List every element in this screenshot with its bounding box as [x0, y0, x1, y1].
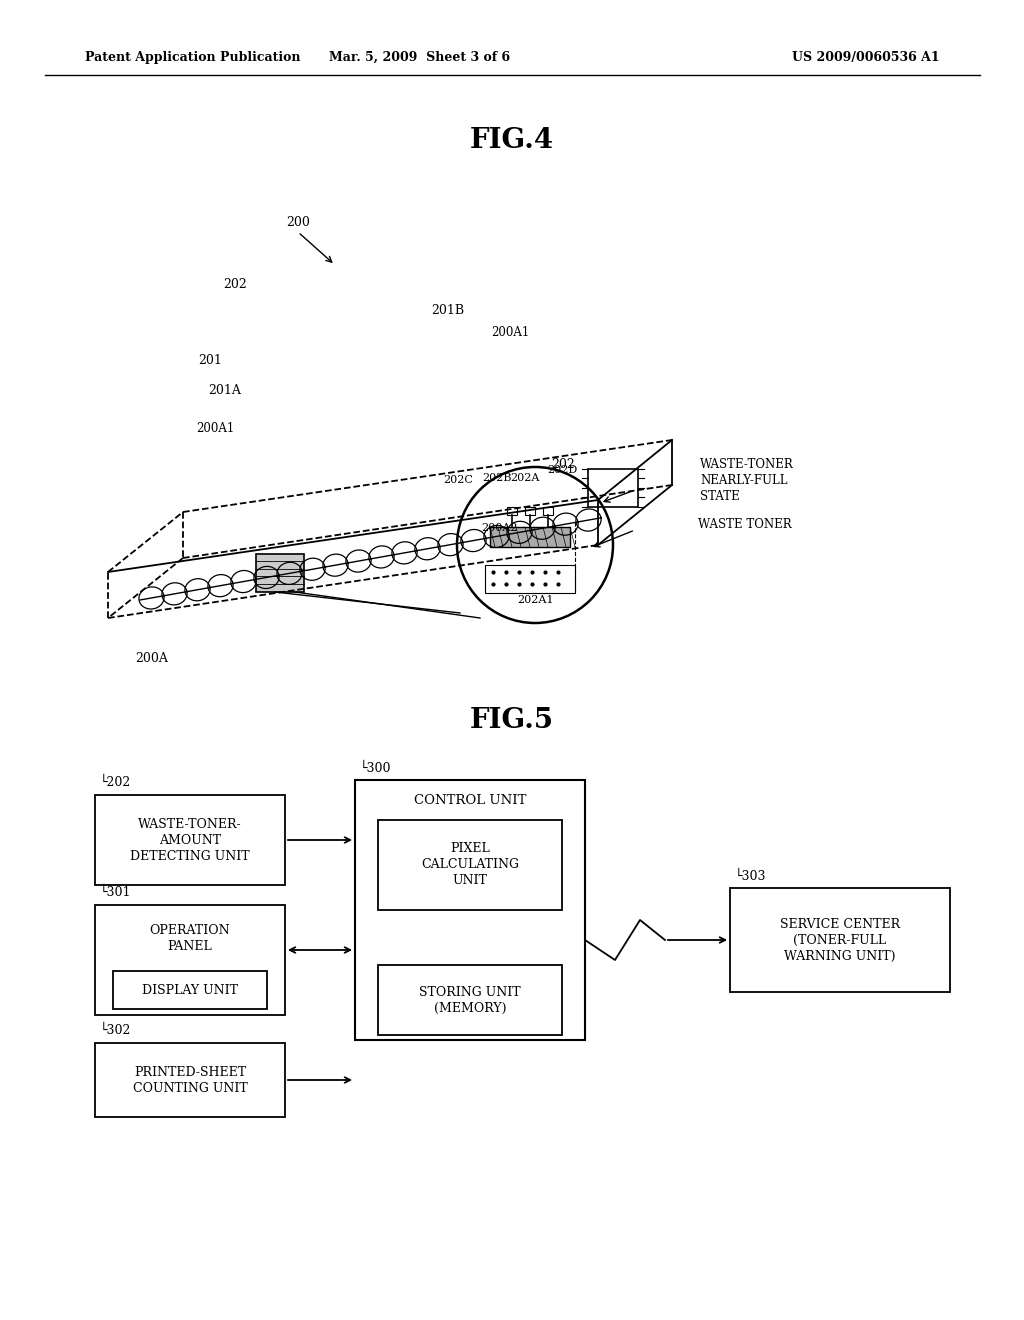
Text: 202B: 202B — [482, 473, 512, 483]
Text: FIG.4: FIG.4 — [470, 127, 554, 153]
Text: 200A1: 200A1 — [490, 326, 529, 338]
Text: 202A1: 202A1 — [518, 595, 554, 605]
Text: WASTE-TONER
NEARLY-FULL
STATE: WASTE-TONER NEARLY-FULL STATE — [700, 458, 794, 503]
Text: 202: 202 — [551, 458, 574, 471]
Text: 202D: 202D — [547, 465, 578, 475]
Text: US 2009/0060536 A1: US 2009/0060536 A1 — [793, 50, 940, 63]
Bar — [490, 527, 570, 546]
Text: FIG.5: FIG.5 — [470, 706, 554, 734]
Text: PRINTED-SHEET
COUNTING UNIT: PRINTED-SHEET COUNTING UNIT — [133, 1065, 248, 1094]
Text: 200: 200 — [286, 215, 310, 228]
Text: CONTROL UNIT: CONTROL UNIT — [414, 793, 526, 807]
Text: DISPLAY UNIT: DISPLAY UNIT — [142, 983, 238, 997]
Text: 202A: 202A — [510, 473, 540, 483]
Text: WASTE TONER: WASTE TONER — [698, 519, 792, 532]
Bar — [95, 795, 285, 884]
Bar — [256, 554, 304, 591]
Bar — [378, 965, 562, 1035]
Bar — [730, 888, 950, 993]
Text: 200A2: 200A2 — [481, 523, 518, 533]
Text: 200A1: 200A1 — [196, 421, 234, 434]
Text: └202: └202 — [100, 776, 131, 789]
Bar — [588, 469, 638, 507]
Bar — [113, 972, 267, 1008]
Text: 200A: 200A — [135, 652, 168, 664]
Text: Patent Application Publication: Patent Application Publication — [85, 50, 300, 63]
Bar — [95, 1043, 285, 1117]
Text: WASTE-TONER-
AMOUNT
DETECTING UNIT: WASTE-TONER- AMOUNT DETECTING UNIT — [130, 817, 250, 862]
Text: OPERATION
PANEL: OPERATION PANEL — [150, 924, 230, 953]
Text: └303: └303 — [735, 870, 767, 883]
Text: └300: └300 — [360, 762, 391, 775]
Bar — [525, 507, 535, 515]
Text: STORING UNIT
(MEMORY): STORING UNIT (MEMORY) — [419, 986, 521, 1015]
Text: 201A: 201A — [209, 384, 242, 396]
Text: 202: 202 — [223, 279, 247, 292]
Bar — [95, 906, 285, 1015]
Bar — [378, 820, 562, 909]
Text: PIXEL
CALCULATING
UNIT: PIXEL CALCULATING UNIT — [421, 842, 519, 887]
Text: 202C: 202C — [443, 475, 473, 484]
Text: └301: └301 — [100, 887, 131, 899]
Text: 201: 201 — [198, 354, 222, 367]
Text: SERVICE CENTER
(TONER-FULL
WARNING UNIT): SERVICE CENTER (TONER-FULL WARNING UNIT) — [780, 917, 900, 962]
Text: └302: └302 — [100, 1024, 131, 1038]
Bar — [507, 507, 517, 515]
Bar — [355, 780, 585, 1040]
Bar — [485, 565, 575, 593]
Bar — [543, 507, 553, 515]
Text: 201B: 201B — [431, 304, 465, 317]
Text: Mar. 5, 2009  Sheet 3 of 6: Mar. 5, 2009 Sheet 3 of 6 — [330, 50, 511, 63]
